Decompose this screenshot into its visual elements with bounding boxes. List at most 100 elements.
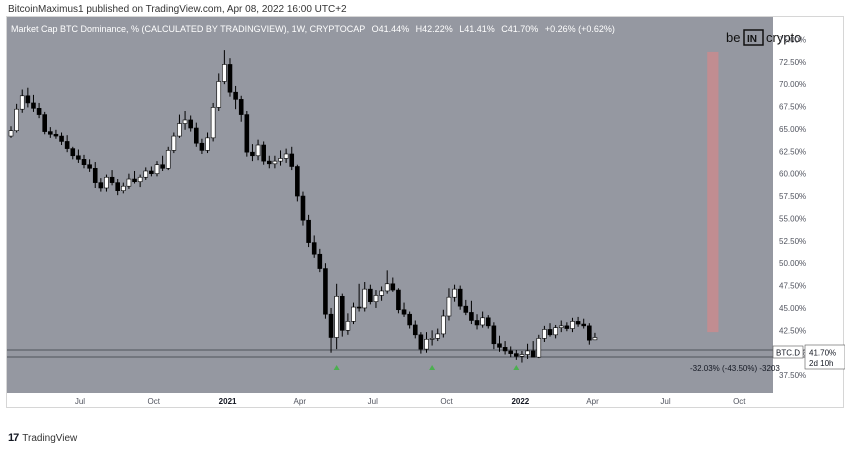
candle [143,167,149,180]
candle-down [59,135,64,142]
candle-down [48,131,53,135]
x-tick-label: Apr [294,397,307,406]
y-tick-label: 60.00% [779,170,806,179]
candle [553,324,558,339]
candle-down [199,142,205,151]
candle [570,317,575,333]
candle-up [255,144,261,157]
o-label: O [372,24,379,34]
watermark-middle: IN [747,34,757,45]
candle-up [452,288,457,298]
candle [452,284,457,302]
candle-down [160,164,165,169]
x-axis[interactable]: Jul Oct 2021 Apr Jul Oct 2022 Apr Jul Oct [75,397,746,406]
y-tick-label: 67.50% [779,103,806,112]
candle [238,95,244,122]
candle [109,170,115,186]
candle [177,114,182,138]
footer: 17 TradingView [8,431,77,445]
y-tick-label: 65.00% [779,125,806,134]
candle [429,330,435,346]
publisher-line: BitcoinMaximus1 published on TradingView… [8,4,347,15]
symbol-line: Market Cap BTC Dominance, % (CALCULATED … [11,24,365,34]
candle-down [25,95,31,104]
chart-svg[interactable]: Market Cap BTC Dominance, % (CALCULATED … [7,17,845,409]
candle [300,191,306,226]
x-tick-label: Oct [440,397,453,406]
candle-down [463,305,469,313]
candle [283,148,289,163]
measure-label: -32.03% (-43.50%) -3203 [690,364,780,373]
candle [485,315,491,329]
candle [592,332,598,341]
marker-layer [333,365,520,371]
candle [525,343,530,359]
candle [210,102,216,142]
symbol-tag-box [772,345,804,359]
countdown: 2d 10h [809,359,833,368]
candle-up [424,338,429,350]
candle-down [474,320,480,326]
chart-frame[interactable]: Market Cap BTC Dominance, % (CALCULATED … [6,16,845,409]
candle-down [401,309,407,315]
candle-up [278,158,283,162]
candle-down [587,325,592,341]
candle-up [435,333,441,339]
tradingview-logo-icon: 17 [8,432,19,444]
candle-down [53,133,59,137]
candle [216,73,222,111]
candle-down [149,170,154,174]
y-tick-label: 75.00% [779,35,806,44]
y-tick-label: 62.50% [779,147,806,156]
up-arrow-icon [333,365,340,371]
candle [199,138,205,154]
candle-down [98,182,104,189]
beincrypto-watermark: be IN crypto [726,29,801,46]
candle-down [317,253,323,269]
l-label: L [459,24,464,34]
candle-down [300,195,306,221]
candle-up [536,338,542,358]
candle-up [143,170,149,178]
candle [536,334,542,359]
candle-up [345,321,351,331]
candle-down [575,321,581,325]
candle [339,293,345,337]
candle-down [188,119,193,129]
candle [53,129,59,139]
candle-down [81,159,87,166]
candle-down [295,166,300,197]
candle [587,323,592,345]
candle [81,154,87,169]
candle [362,281,368,312]
candle-up [384,283,390,292]
candle [446,288,452,321]
candle [407,311,412,329]
candle-down [289,153,295,167]
candle-up [542,329,547,339]
candle-down [250,151,255,157]
candle [497,335,502,352]
x-tick-label: 2022 [511,397,529,406]
candle [558,320,564,333]
x-tick-label: Jul [75,397,85,406]
y-axis[interactable]: 75.00% 72.50% 70.00% 67.50% 65.00% 62.50% 60.0… [779,35,806,380]
candle [137,174,143,188]
candle-up [171,135,177,151]
candle [250,144,255,162]
candle [356,283,362,312]
candle-down [132,178,137,183]
candle [491,322,497,350]
candle-down [233,91,238,100]
candle-up [480,317,485,326]
candle [514,350,519,360]
candle [457,285,463,310]
last-price: 41.70% [809,349,836,358]
candle-up [429,338,435,340]
candle [581,318,587,329]
candle-down [266,160,272,165]
symbol-tag: BTC.D [776,349,800,358]
candle [76,149,81,163]
candle-up [14,108,19,131]
footer-brand: TradingView [22,432,78,444]
